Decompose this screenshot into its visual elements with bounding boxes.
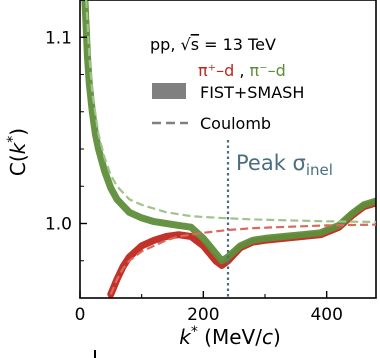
legend-system-text: pp, bbox=[150, 35, 180, 54]
legend-pair-plus: π⁺–d bbox=[198, 61, 234, 80]
axis-ticks: 0 200 400 1.0 1.1 bbox=[45, 28, 343, 325]
legend-line-label: Coulomb bbox=[200, 114, 271, 133]
legend-sqrt-s: s bbox=[191, 35, 199, 54]
legend-band-label: FIST+SMASH bbox=[200, 83, 304, 102]
x-axis-title-star: * bbox=[191, 324, 198, 340]
legend-system-eq: = 13 TeV bbox=[199, 35, 276, 54]
series-coulomb-lines bbox=[85, 0, 376, 295]
legend-pair-minus: π⁻–d bbox=[250, 61, 286, 80]
y-tick-label-0: 1.0 bbox=[45, 215, 72, 235]
peak-sigma-inel-label: Peak σinel bbox=[236, 151, 333, 179]
y-axis-title-var: k bbox=[6, 141, 30, 154]
x-axis-title-unit: (MeV/ bbox=[198, 325, 262, 349]
legend-sqrt-sign: √ bbox=[180, 35, 191, 54]
x-axis-title-unit-var: c bbox=[262, 325, 273, 349]
x-axis-title-close: ) bbox=[273, 325, 281, 349]
legend-system: pp, √s = 13 TeV bbox=[150, 35, 276, 54]
x-tick-label-0: 0 bbox=[75, 305, 86, 325]
legend-separator: , bbox=[234, 61, 249, 80]
series-line-coulomb-2 bbox=[109, 223, 376, 295]
series-line-coulomb-3 bbox=[85, 0, 376, 224]
legend: pp, √s = 13 TeV π⁺–d , π⁻–d FIST+SMASH C… bbox=[150, 35, 304, 133]
y-axis-title-pre: C( bbox=[6, 154, 30, 176]
x-axis-title: k* (MeV/c) bbox=[179, 324, 281, 349]
legend-pairs: π⁺–d , π⁻–d bbox=[198, 61, 286, 80]
x-tick-label-1: 200 bbox=[187, 305, 219, 325]
legend-band-swatch bbox=[152, 83, 186, 99]
y-axis-title-star: * bbox=[5, 136, 21, 143]
series-bands bbox=[81, 0, 376, 298]
series-band-1 bbox=[81, 0, 376, 265]
y-tick-label-1: 1.1 bbox=[45, 28, 72, 48]
stray-mark bbox=[94, 350, 96, 358]
x-axis-title-var: k bbox=[179, 325, 192, 349]
x-tick-label-2: 400 bbox=[310, 305, 342, 325]
series-band-0 bbox=[107, 199, 376, 298]
y-axis-title: C(k*) bbox=[5, 128, 30, 176]
peak-label-text: Peak σ bbox=[236, 151, 306, 175]
y-axis-title-close: ) bbox=[6, 128, 30, 136]
peak-label-sub: inel bbox=[306, 161, 333, 179]
